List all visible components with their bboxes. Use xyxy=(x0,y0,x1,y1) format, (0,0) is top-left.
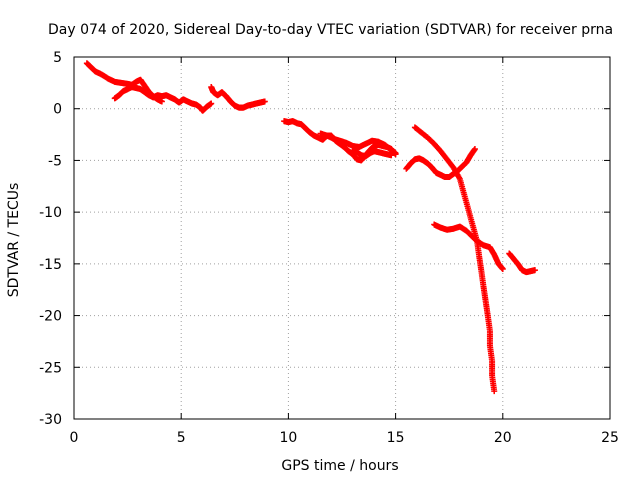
y-tick-label: 5 xyxy=(53,50,62,66)
data-point xyxy=(392,150,399,157)
y-tick-label: -5 xyxy=(48,153,62,169)
x-tick-label: 15 xyxy=(387,430,405,446)
x-axis: 0 5 10 15 20 25 xyxy=(70,57,619,446)
data-points xyxy=(83,60,538,395)
data-point xyxy=(471,146,478,153)
data-point xyxy=(158,98,165,105)
y-tick-label: -15 xyxy=(39,257,62,273)
y-axis: -30 -25 -20 -15 -10 -5 0 5 xyxy=(39,50,610,428)
y-tick-label: -20 xyxy=(39,309,62,325)
x-tick-label: 10 xyxy=(279,430,297,446)
data-point xyxy=(499,266,506,273)
series-arc-9 xyxy=(431,221,506,273)
series-arc-3 xyxy=(208,83,268,111)
x-axis-label: GPS time / hours xyxy=(281,458,398,474)
data-point xyxy=(261,98,268,105)
data-point xyxy=(491,388,498,395)
series-arc-10 xyxy=(506,250,538,276)
series-arc-7 xyxy=(403,146,478,180)
data-point xyxy=(388,152,395,159)
data-point xyxy=(208,100,215,107)
data-point xyxy=(531,267,538,274)
y-axis-label: SDTVAR / TECUs xyxy=(6,183,22,298)
x-tick-label: 20 xyxy=(494,430,512,446)
y-tick-label: -25 xyxy=(39,360,62,376)
series-arc-2 xyxy=(111,83,215,114)
y-tick-label: 0 xyxy=(53,102,62,118)
y-tick-label: -30 xyxy=(39,412,62,428)
x-tick-label: 5 xyxy=(177,430,186,446)
series-arc-8 xyxy=(411,124,498,395)
grid xyxy=(74,57,610,419)
series-arc-6 xyxy=(349,147,395,160)
chart-title: Day 074 of 2020, Sidereal Day-to-day VTE… xyxy=(48,22,613,38)
x-tick-label: 0 xyxy=(70,430,79,446)
plot-frame xyxy=(73,56,611,420)
x-tick-label: 25 xyxy=(601,430,619,446)
y-tick-label: -10 xyxy=(39,205,62,221)
